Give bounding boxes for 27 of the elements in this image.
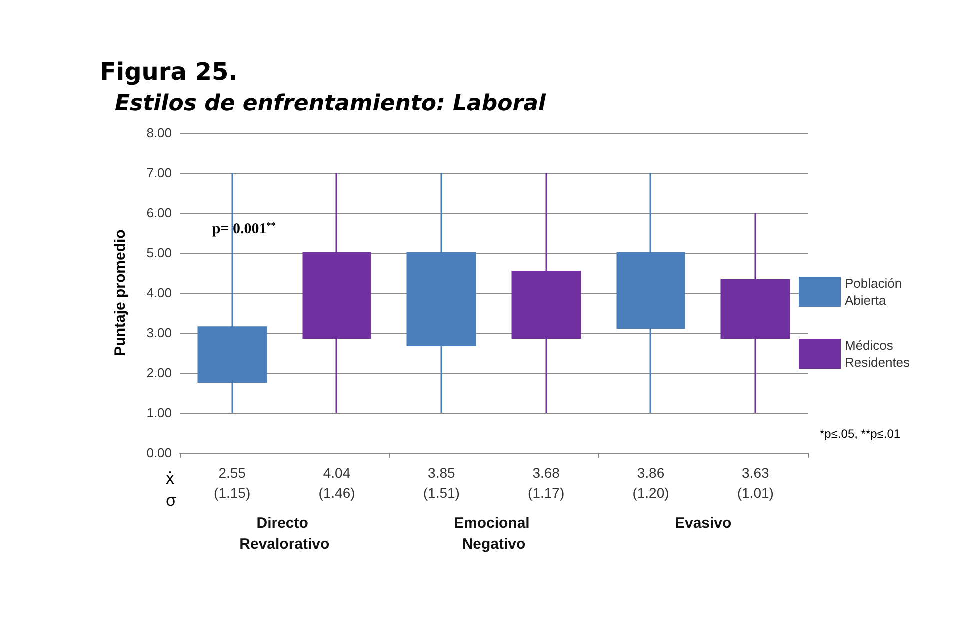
- y-tick-label: 6.00: [146, 206, 172, 220]
- text: 3.63 (1.01): [737, 465, 774, 501]
- y-tick-label: 1.00: [146, 406, 172, 420]
- legend-label: Población Abierta: [845, 276, 906, 308]
- chart-title: Figura 25.: [100, 58, 238, 86]
- y-tick-label: 3.00: [146, 326, 172, 340]
- text: *p≤.05, **p≤.01: [820, 427, 901, 441]
- legend-label: Médicos Residentes: [845, 338, 911, 370]
- x-tick-label: Directo Revalorativo: [240, 515, 330, 553]
- y-tick-label: 7.00: [146, 166, 172, 180]
- y-axis-title: Puntaje promedio: [112, 230, 129, 356]
- x-tick-label: Evasivo: [674, 515, 732, 532]
- y-tick-label: 0.00: [146, 446, 172, 460]
- y-tick-label: 8.00: [146, 126, 172, 140]
- x-tick-label: Emocional Negativo: [454, 515, 534, 553]
- y-tick-label: 4.00: [146, 286, 172, 300]
- chart-subtitle: Estilos de enfrentamiento: Laboral: [115, 92, 546, 116]
- text: 3.86 (1.20): [632, 465, 670, 501]
- y-tick-label: 2.00: [146, 366, 172, 380]
- text: 3.85 (1.51): [423, 465, 460, 501]
- text: 2.55 (1.15): [214, 465, 251, 501]
- text: 4.04 (1.46): [318, 465, 356, 501]
- y-tick-label: 5.00: [146, 246, 172, 260]
- annotation: p= 0.001**: [212, 220, 276, 238]
- text: σ: [166, 491, 177, 510]
- text: 3.68 (1.17): [528, 465, 565, 501]
- text: ẋ: [166, 469, 175, 488]
